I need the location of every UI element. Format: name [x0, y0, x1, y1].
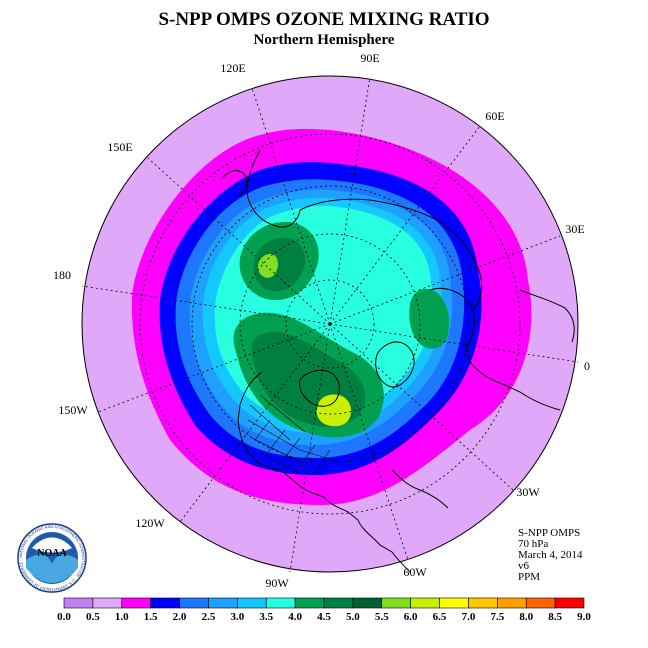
colorbar-tick-label: 7.0	[462, 611, 476, 623]
coast-hudson	[299, 369, 340, 407]
band-4.5-green-siberia	[253, 237, 306, 292]
colorbar-swatch	[237, 597, 267, 609]
band-5.5-yellowgreen-alaska	[316, 394, 352, 427]
lon-label-150w: 150W	[58, 403, 88, 417]
coast-europe	[429, 287, 561, 411]
coast-central-america	[391, 469, 449, 509]
colorbar-swatch	[179, 597, 209, 609]
coast-greenland	[375, 341, 415, 388]
lon-label-120w: 120W	[135, 516, 165, 530]
colorbar-tick-label: 1.0	[115, 611, 129, 623]
coast-africa-north	[519, 289, 575, 343]
info-block: S-NPP OMPS 70 hPa March 4, 2014 v6 PPM	[518, 527, 583, 583]
colorbar-swatch	[265, 597, 296, 609]
lon-label-180: 180	[53, 268, 71, 282]
coastlines	[221, 149, 575, 573]
info-level: 70 hPa	[518, 538, 548, 550]
colorbar-swatch	[150, 597, 180, 609]
lon-label-120e: 120E	[220, 61, 245, 75]
colorbar-swatch	[63, 597, 94, 609]
longitude-labels: 90E 60E 30E 0 30W 60W 90W 120W 150W 180 …	[53, 51, 590, 590]
noaa-logo-text: NOAA	[37, 548, 67, 559]
colorbar-swatch	[410, 597, 440, 609]
coast-north-america	[237, 371, 411, 573]
info-instrument: S-NPP OMPS	[518, 527, 580, 539]
lon-label-0: 0	[584, 359, 590, 373]
colorbar: 0.0 0.5 1.0 1.5 2.0 2.5 3.0 3.5 4.0 4.5 5.0 5.5 6.0 6…	[57, 597, 591, 623]
colorbar-tick-label: 3.0	[230, 611, 244, 623]
colorbar-tick-label: 2.5	[202, 611, 216, 623]
coast-japan	[221, 170, 248, 197]
polar-map	[81, 75, 579, 573]
info-version: v6	[518, 560, 530, 572]
colorbar-swatch	[381, 597, 411, 609]
lon-label-60e: 60E	[485, 109, 504, 123]
lon-label-90w: 90W	[265, 576, 289, 590]
colorbar-swatch	[497, 597, 527, 609]
colorbar-swatch	[352, 597, 383, 609]
lon-label-30e: 30E	[565, 222, 584, 236]
coast-east-asia	[246, 149, 301, 228]
colorbar-tick-label: 4.0	[288, 611, 302, 623]
lon-label-90e: 90E	[360, 51, 379, 65]
colorbar-swatch	[121, 597, 151, 609]
colorbar-swatch	[468, 597, 498, 609]
colorbar-swatch	[525, 597, 556, 609]
colorbar-swatch	[294, 597, 325, 609]
colorbar-swatch	[323, 597, 354, 609]
colorbar-swatch	[208, 597, 238, 609]
page-title: S-NPP OMPS OZONE MIXING RATIO	[158, 9, 489, 30]
colorbar-tick-label: 0.5	[86, 611, 100, 623]
colorbar-tick-label: 6.0	[404, 611, 418, 623]
band-4.0-green-europe	[409, 288, 450, 349]
colorbar-tick-label: 0.0	[57, 611, 71, 623]
lon-label-60w: 60W	[403, 565, 427, 579]
colorbar-swatch	[554, 597, 585, 609]
us-states-grid	[247, 394, 341, 475]
colorbar-tick-label: 6.5	[433, 611, 447, 623]
colorbar-tick-label: 4.5	[317, 611, 331, 623]
lon-label-150e: 150E	[107, 140, 132, 154]
colorbar-tick-label: 3.5	[259, 611, 273, 623]
colorbar-tick-label: 7.5	[490, 611, 504, 623]
colorbar-tick-label: 8.5	[548, 611, 562, 623]
colorbar-tick-label: 8.0	[519, 611, 533, 623]
colorbar-tick-label: 5.0	[346, 611, 360, 623]
colorbar-tick-label: 5.5	[375, 611, 389, 623]
colorbar-swatch	[439, 597, 469, 609]
graticule-parallels	[139, 133, 521, 515]
colorbar-tick-label: 9.0	[577, 611, 591, 623]
coast-asia	[299, 198, 483, 313]
colorbar-tick-label: 1.5	[144, 611, 158, 623]
noaa-logo: NOAA NATIONAL OCEANIC AND ATMOSPHERIC AD…	[17, 523, 87, 593]
lon-label-30w: 30W	[516, 485, 540, 499]
info-date: March 4, 2014	[518, 549, 583, 561]
graticule-meridians	[81, 76, 579, 573]
colorbar-tick-label: 2.0	[173, 611, 187, 623]
info-units: PPM	[518, 571, 540, 583]
band-5.5-yellowgreen-siberia	[257, 254, 279, 278]
colorbar-swatch	[92, 597, 123, 609]
page-subtitle: Northern Hemisphere	[254, 32, 395, 48]
